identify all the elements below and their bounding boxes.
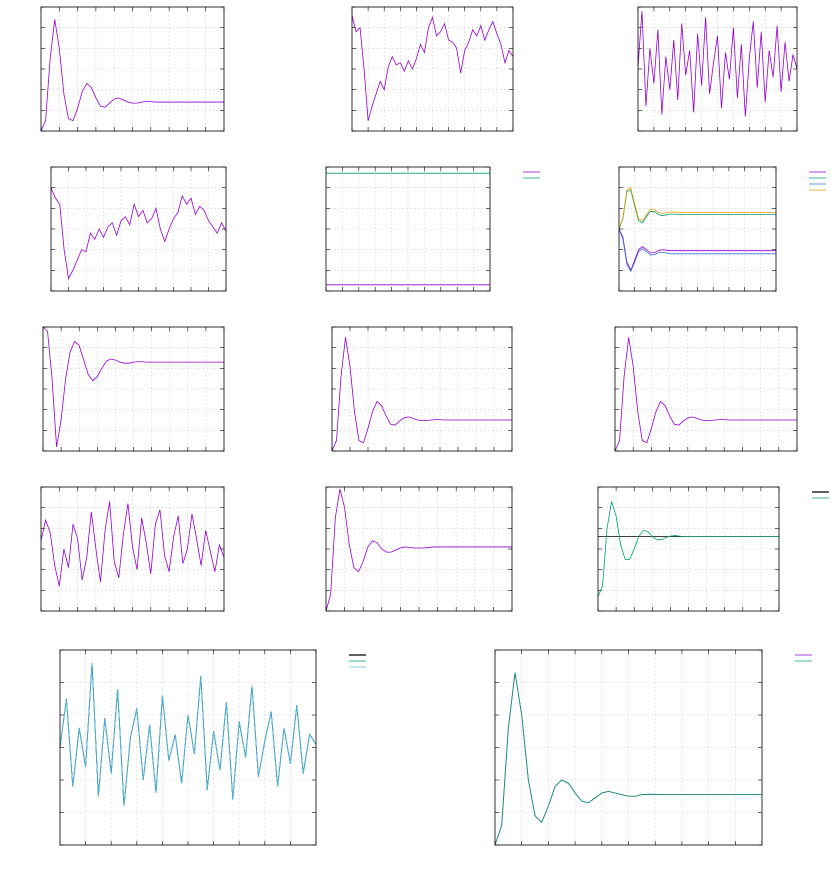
plot-frame <box>597 486 780 612</box>
plot-frame <box>637 6 798 132</box>
panel <box>40 486 225 612</box>
series-line <box>50 187 227 280</box>
series-line <box>618 187 776 230</box>
panel <box>494 649 812 846</box>
plot-frame <box>59 649 317 846</box>
plot-frame <box>331 326 513 452</box>
panel <box>331 326 513 452</box>
series-line <box>618 228 776 272</box>
panel <box>42 326 225 452</box>
plot-frame <box>351 6 514 132</box>
plot-frame <box>40 6 225 132</box>
panel <box>325 486 513 612</box>
series-line <box>494 672 762 846</box>
series-line <box>351 15 514 121</box>
series-line <box>42 326 224 447</box>
series-line <box>325 488 512 612</box>
plot-frame <box>42 326 225 452</box>
panel <box>59 649 366 846</box>
plot-frame <box>325 486 513 612</box>
plot-frame <box>40 486 225 612</box>
plot-frame <box>494 649 763 846</box>
panel <box>637 6 798 132</box>
plot-frame <box>325 166 491 292</box>
panel <box>325 166 540 292</box>
series-line <box>614 337 797 452</box>
panel <box>50 166 227 292</box>
panel <box>614 326 798 452</box>
panel <box>40 6 225 132</box>
panel <box>618 166 826 292</box>
series-line <box>618 189 776 230</box>
plot-frame <box>618 166 777 292</box>
series-line <box>331 337 512 452</box>
series-line <box>40 19 224 132</box>
series-line <box>637 11 798 117</box>
plot-frame <box>614 326 798 452</box>
panel <box>351 6 514 132</box>
plot-frame <box>50 166 227 292</box>
series-line <box>40 501 225 587</box>
panel <box>597 486 829 612</box>
series-line <box>59 662 317 807</box>
series-line <box>618 228 776 273</box>
series-line <box>597 501 779 597</box>
